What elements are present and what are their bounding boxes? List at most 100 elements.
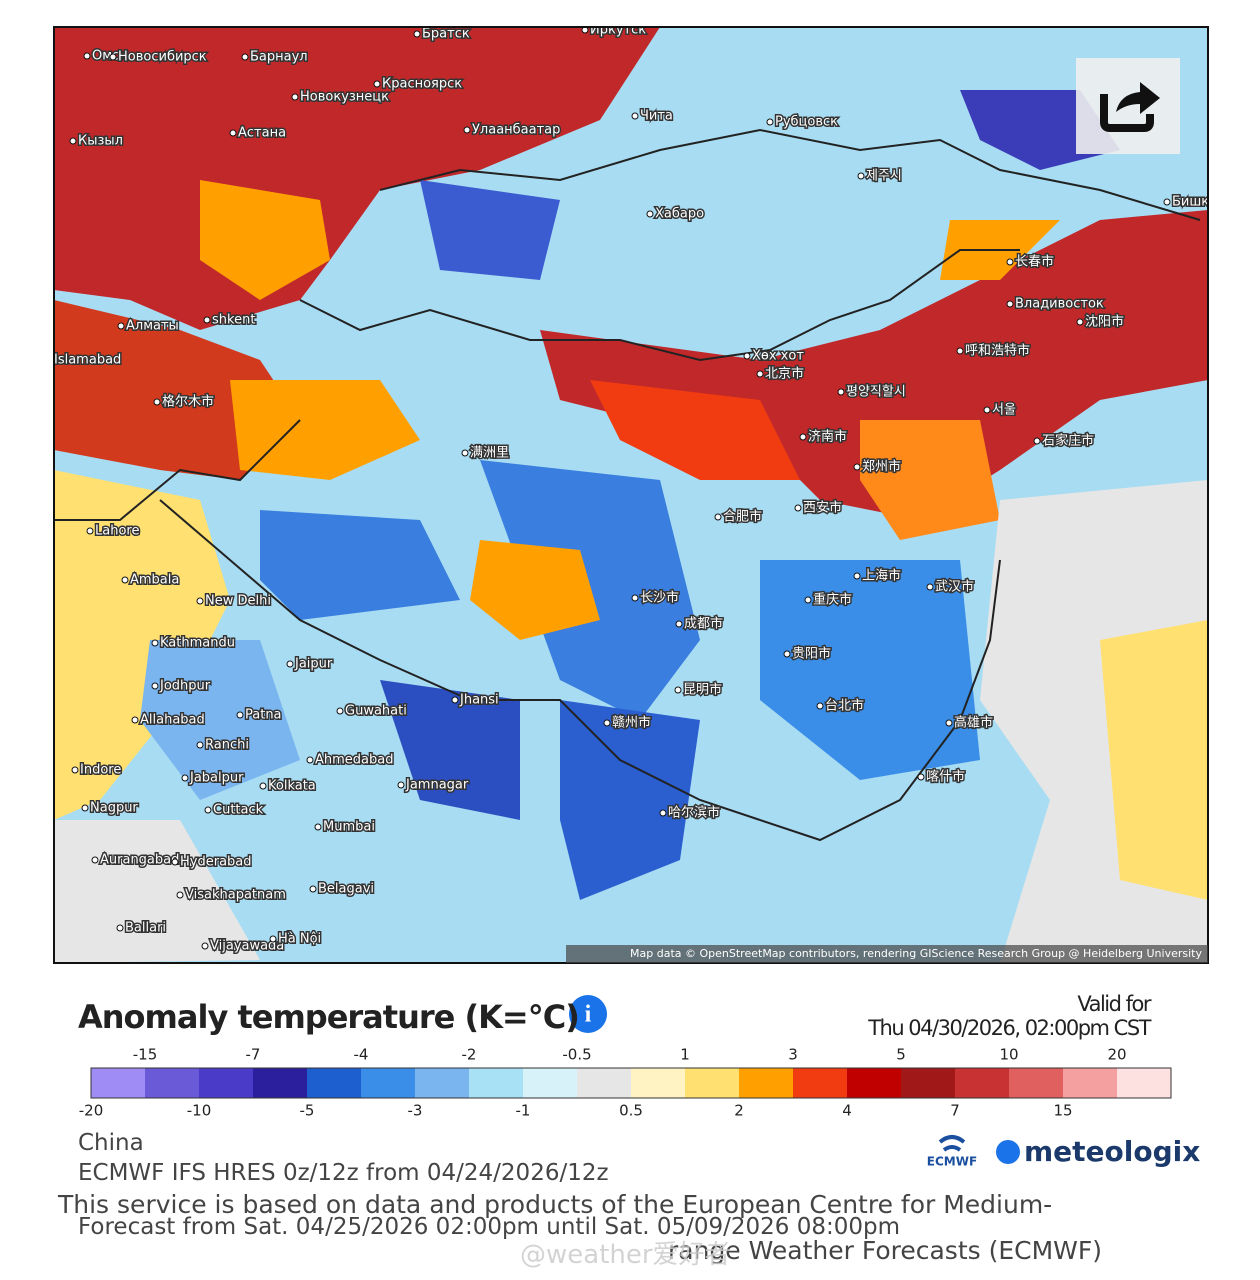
city-label: Cuttack [213, 803, 264, 818]
city-label: 台北市 [825, 698, 864, 714]
city-label: 昆明市 [683, 682, 722, 698]
city-label: Patna [245, 708, 282, 723]
city-dot [1033, 437, 1041, 445]
legend-bottom-label: 7 [950, 1102, 960, 1120]
city-label: Бишкек [1172, 195, 1225, 210]
info-glyph: i [585, 1002, 592, 1028]
legend-top-label: -2 [462, 1046, 477, 1064]
city-dot [121, 576, 129, 584]
legend-swatch [307, 1068, 361, 1098]
city-label: 郑州市 [862, 459, 901, 475]
city-dot [743, 352, 751, 360]
legend-swatch [415, 1068, 469, 1098]
city-label: Allahabad [140, 713, 205, 728]
city-label: 赣州市 [612, 715, 651, 731]
city-dot [857, 172, 865, 180]
city-label: 满洲里 [470, 446, 509, 461]
city-dot [69, 137, 77, 145]
city-label: Ballari [125, 921, 166, 936]
city-dot [945, 719, 953, 727]
borders [54, 128, 1201, 842]
service-end: range Weather Forecasts (ECMWF) [668, 1236, 1103, 1265]
city-label: Алматы [126, 319, 179, 334]
city-dot [109, 53, 117, 61]
city-dot [646, 210, 654, 218]
legend-top-label: -7 [246, 1046, 261, 1064]
city-dot [201, 942, 209, 950]
city-label: 喀什市 [926, 769, 965, 785]
city-dot [714, 513, 722, 521]
city-dot [804, 596, 812, 604]
legend-swatch [145, 1068, 199, 1098]
city-label: Ranchi [205, 738, 249, 753]
legend-bottom-label: 2 [734, 1102, 744, 1120]
city-label: Belagavi [318, 882, 374, 897]
legend-bottom-label: 15 [1053, 1102, 1072, 1120]
city-label: Guwahati [345, 704, 407, 719]
city-dot [46, 357, 52, 363]
city-dot [631, 594, 639, 602]
city-label: 合肥市 [723, 509, 762, 525]
city-dot [756, 370, 764, 378]
city-dot [413, 30, 421, 38]
city-dot [269, 935, 277, 943]
city-label: Jabalpur [189, 771, 244, 786]
city-label: 평양직할시 [846, 385, 906, 400]
city-dot [799, 433, 807, 441]
city-dot [956, 347, 964, 355]
city-label: Hyderabad [180, 855, 252, 870]
city-dot [196, 741, 204, 749]
city-dot [203, 316, 211, 324]
valid-time: Thu 04/30/2026, 02:00pm CST [868, 1016, 1151, 1040]
city-dot [151, 682, 159, 690]
city-dot [461, 449, 469, 457]
city-dot [463, 126, 471, 134]
city-dot [603, 719, 611, 727]
city-dot [86, 527, 94, 535]
city-dot [853, 572, 861, 580]
ecmwf-logo: ECMWF [927, 1135, 977, 1169]
city-label: 上海市 [862, 568, 901, 584]
legend-top-label: 10 [999, 1046, 1018, 1064]
city-dot [837, 388, 845, 396]
city-label: Vijayawada [210, 939, 284, 954]
legend-bottom-label: -1 [516, 1102, 531, 1120]
legend-swatch [523, 1068, 577, 1098]
city-dot [783, 650, 791, 658]
city-dot [71, 766, 79, 774]
city-dot [291, 93, 299, 101]
city-label: Kathmandu [160, 636, 235, 651]
city-label: 石家庄市 [1042, 433, 1094, 449]
legend-bottom-label: 0.5 [619, 1102, 643, 1120]
legend-swatch [1063, 1068, 1117, 1098]
city-dot [917, 773, 925, 781]
city-dot [306, 756, 314, 764]
share-button[interactable] [1076, 58, 1180, 154]
city-dot [241, 53, 249, 61]
city-label: 西安市 [803, 500, 842, 516]
city-label: Новокузнецк [300, 90, 389, 105]
city-label: Islamabad [54, 353, 121, 368]
city-dot [204, 806, 212, 814]
city-dot [1006, 258, 1014, 266]
info-icon[interactable] [569, 995, 607, 1033]
city-dot [117, 322, 125, 330]
city-label: Indore [80, 763, 121, 778]
legend-top-label: 5 [896, 1046, 906, 1064]
city-label: Ambala [130, 573, 179, 588]
city-dot [131, 716, 139, 724]
city-label: 서울 [992, 403, 1016, 418]
legend-swatch [631, 1068, 685, 1098]
city-label: 哈尔滨市 [668, 805, 720, 821]
legend-bottom-label: 4 [842, 1102, 852, 1120]
city-label: 呼和浩特市 [965, 343, 1030, 359]
legend-swatch [901, 1068, 955, 1098]
city-label: Кызыл [78, 134, 123, 149]
legend-frame [90, 1067, 1172, 1099]
legend-bottom-label: -5 [300, 1102, 315, 1120]
city-label: 贵阳市 [792, 646, 831, 662]
legend-swatch [1117, 1068, 1171, 1098]
ecmwf-text: ECMWF [927, 1155, 977, 1169]
city-label: 제주시 [866, 169, 902, 184]
